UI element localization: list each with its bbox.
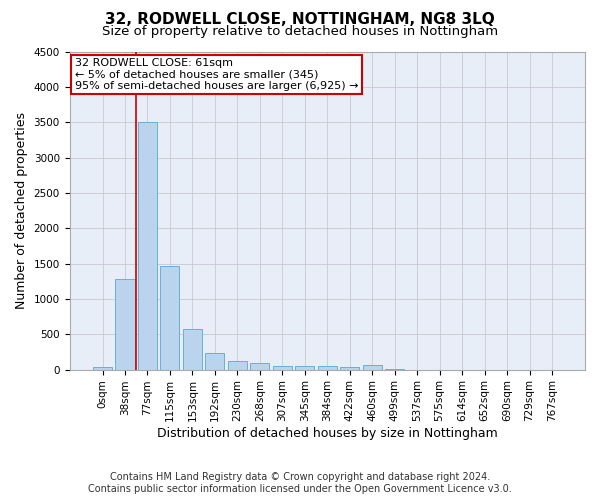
Bar (362, 366, 382, 370)
Bar (183, 330, 202, 370)
Bar (160, 266, 179, 370)
Bar (93, 367, 112, 370)
X-axis label: Distribution of detached houses by size in Nottingham: Distribution of detached houses by size … (157, 427, 497, 440)
Bar (115, 279, 134, 370)
Bar (318, 366, 337, 370)
Bar (250, 363, 269, 370)
Bar (273, 366, 292, 370)
Bar (228, 361, 247, 370)
Bar (138, 122, 157, 370)
Text: Contains HM Land Registry data © Crown copyright and database right 2024.
Contai: Contains HM Land Registry data © Crown c… (88, 472, 512, 494)
Text: 32 RODWELL CLOSE: 61sqm
← 5% of detached houses are smaller (345)
95% of semi-de: 32 RODWELL CLOSE: 61sqm ← 5% of detached… (74, 58, 358, 91)
Bar (340, 367, 359, 370)
Text: 32, RODWELL CLOSE, NOTTINGHAM, NG8 3LQ: 32, RODWELL CLOSE, NOTTINGHAM, NG8 3LQ (105, 12, 495, 28)
Y-axis label: Number of detached properties: Number of detached properties (15, 112, 28, 309)
Text: Size of property relative to detached houses in Nottingham: Size of property relative to detached ho… (102, 25, 498, 38)
Bar (295, 366, 314, 370)
Bar (205, 352, 224, 370)
